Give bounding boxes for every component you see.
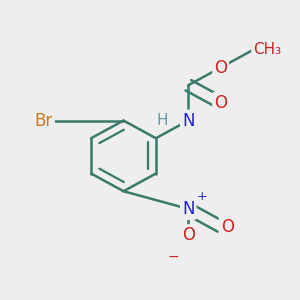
- Text: O: O: [221, 218, 234, 236]
- Text: O: O: [182, 226, 195, 244]
- Text: N: N: [182, 200, 194, 218]
- Text: N: N: [182, 112, 194, 130]
- Text: +: +: [197, 190, 208, 203]
- Text: O: O: [214, 58, 227, 76]
- Text: O: O: [214, 94, 227, 112]
- Text: H: H: [156, 113, 168, 128]
- Text: Br: Br: [34, 112, 53, 130]
- Text: CH₃: CH₃: [253, 42, 281, 57]
- Text: −: −: [168, 250, 179, 264]
